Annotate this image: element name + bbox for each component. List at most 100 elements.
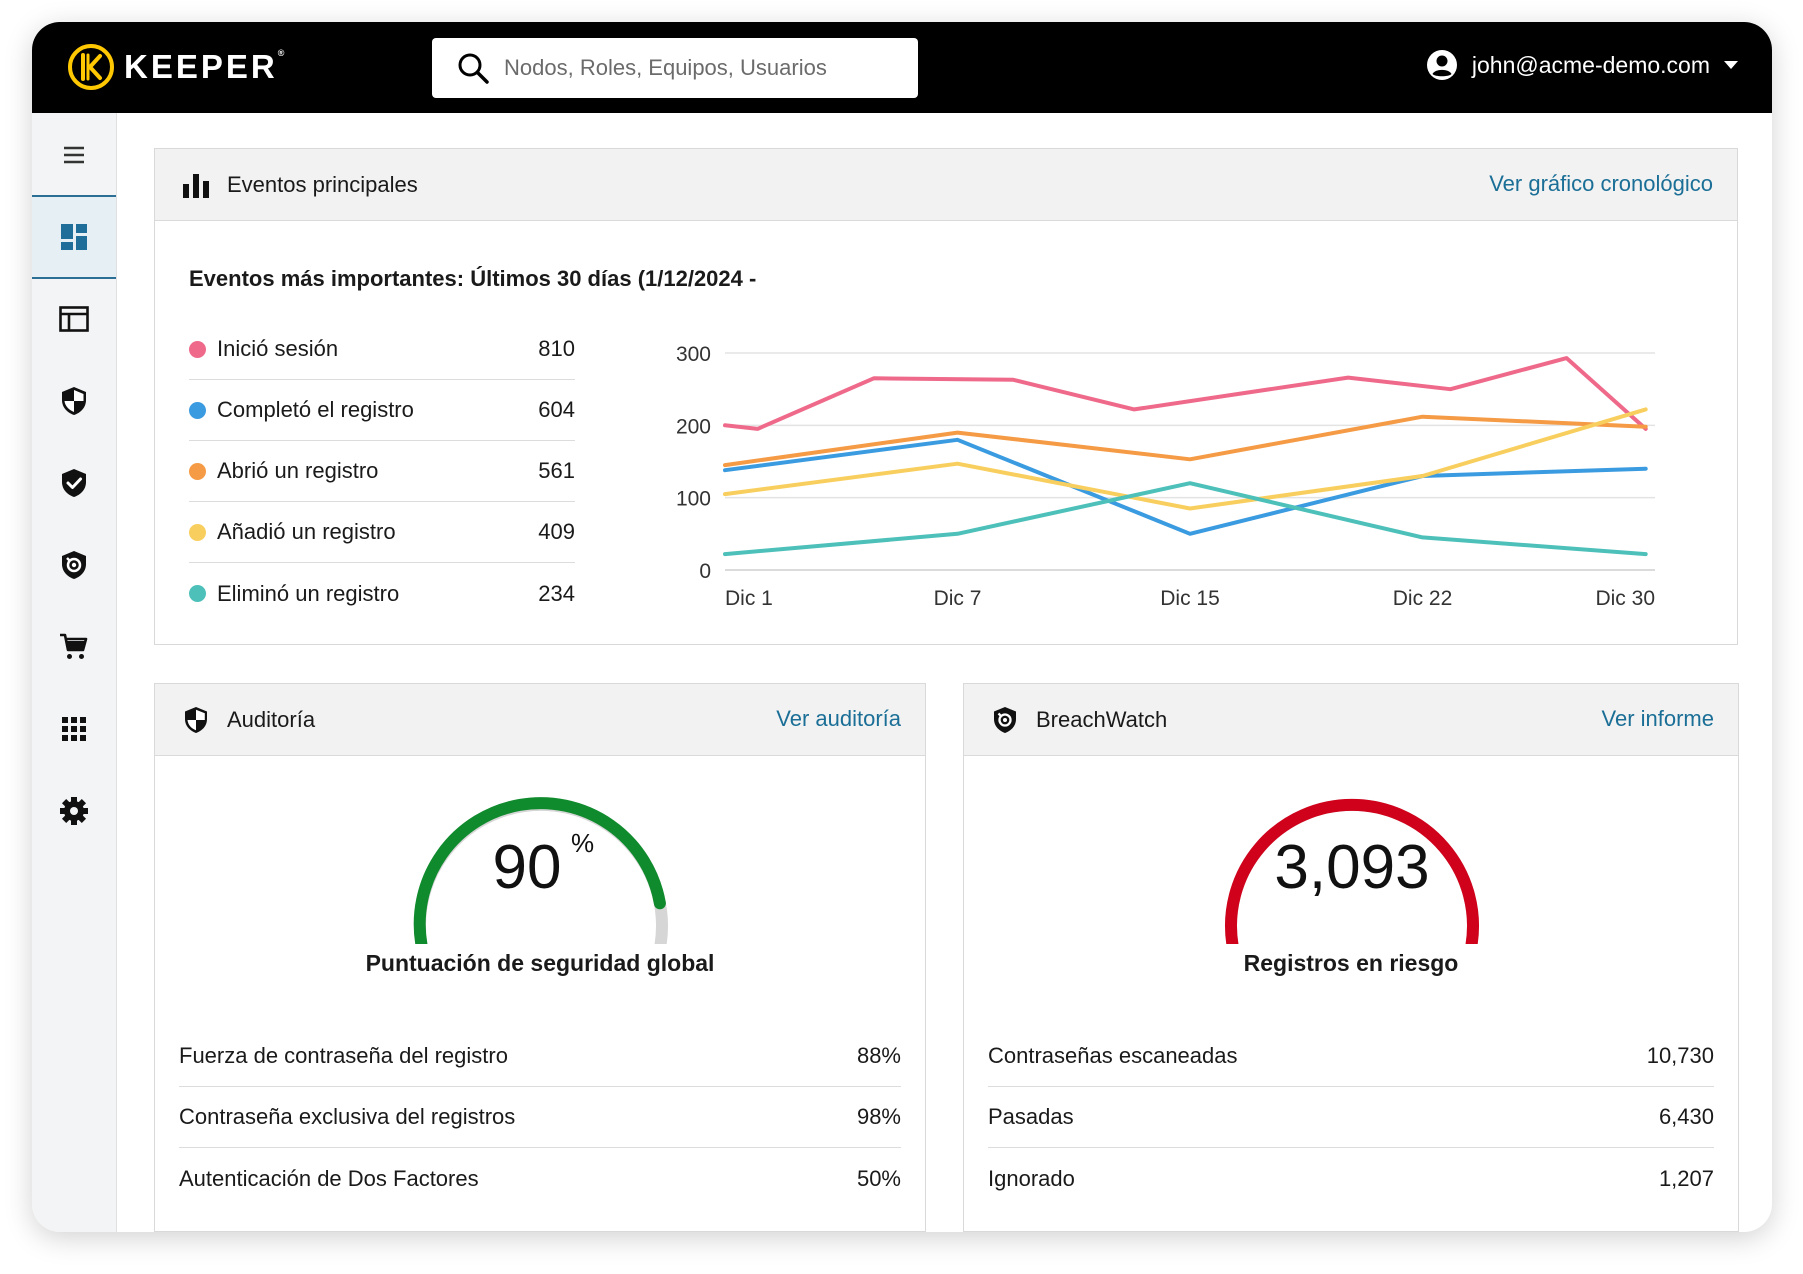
series-line [723,356,1648,431]
legend-dot [189,462,206,480]
x-tick-label: Dic 30 [1595,587,1655,610]
x-tick-label: Dic 15 [1160,587,1220,610]
stat-label: Contraseñas escaneadas [988,1043,1238,1068]
y-tick-label: 100 [676,488,711,511]
sidebar-item-security-audit[interactable] [32,359,116,443]
view-audit-link[interactable]: Ver auditoría [776,706,901,731]
legend-label: Eliminó un registro [217,580,400,606]
x-tick-label: Dic 22 [1393,587,1453,610]
legend-row: Añadió un registro 409 [189,502,575,563]
sidebar-item-dashboard[interactable] [32,195,116,279]
y-tick-label: 300 [676,343,711,366]
gauge-value: 90 [493,833,562,902]
breachwatch-title: BreachWatch [1036,706,1168,732]
gauge-fill [1225,798,1479,944]
stat-label: Fuerza de contraseña del registro [179,1043,508,1068]
sidebar-item-admin[interactable] [32,277,116,361]
legend-dot [189,401,206,419]
events-panel-header: Eventos principales Ver gráfico cronológ… [155,149,1737,221]
records-at-risk-gauge: 3,093 [1225,798,1479,944]
series-line [723,407,1648,511]
breachwatch-gauge-caption: Registros en riesgo [1243,950,1459,976]
keeper-logo-icon [68,44,114,90]
gauge-value: 3,093 [1274,833,1429,902]
gear-icon [60,797,88,825]
legend-row: Eliminó un registro 234 [189,563,575,624]
menu-icon [64,146,84,164]
legend-dot [189,523,206,541]
breachwatch-panel-header: BreachWatch Ver informe [964,684,1738,756]
legend-label: Abrió un registro [217,458,379,483]
legend-value: 409 [538,519,575,544]
legend-row: Abrió un registro 561 [189,441,575,502]
legend-label: Añadió un registro [217,519,396,544]
events-legend: Inició sesión 810 Completó el registro 6… [189,319,575,624]
stat-label: Pasadas [988,1104,1074,1129]
security-audit-shield-icon [185,706,207,733]
legend-value: 604 [538,397,575,422]
app-window: KEEPER® john@acme-demo.com [32,22,1772,1232]
legend-value: 234 [538,580,575,606]
stat-row: Fuerza de contraseña del registro 88% [179,1026,901,1087]
bar-chart-icon [183,173,209,198]
gauge-fill [413,797,666,944]
audit-gauge-caption: Puntuación de seguridad global [365,950,715,976]
top-bar: KEEPER® john@acme-demo.com [32,22,1772,113]
stat-value: 1,207 [1658,1165,1714,1191]
y-tick-label: 0 [699,560,711,583]
stat-row: Contraseñas escaneadas 10,730 [988,1026,1714,1087]
stat-value: 98% [856,1104,901,1129]
legend-row: Completó el registro 604 [189,380,575,441]
audit-panel: Auditoría Ver auditoría 90% Puntuación d… [154,683,926,1232]
stat-value: 10,730 [1646,1043,1714,1068]
audit-title: Auditoría [227,706,316,732]
sidebar-item-compliance[interactable] [32,441,116,525]
account-icon [1426,50,1457,80]
user-menu[interactable]: john@acme-demo.com [1426,49,1738,81]
stat-value: 6,430 [1658,1104,1714,1129]
search-box[interactable] [432,38,918,98]
brand-name: KEEPER® [124,48,285,85]
events-line-chart: 0 100 200 300 Dic 1 Dic 7 Dic 15 Dic 22 Dic 30 [676,343,1655,610]
stat-value: 88% [856,1043,901,1068]
admin-console-icon [59,306,89,332]
legend-row: Inició sesión 810 [189,319,575,380]
breachwatch-shield-icon [62,551,86,579]
audit-panel-header: Auditoría Ver auditoría [155,684,925,756]
audit-stats: Fuerza de contraseña del registro 88% Co… [179,1026,901,1209]
legend-dot [189,585,206,602]
view-report-link[interactable]: Ver informe [1601,706,1715,731]
view-timeline-link[interactable]: Ver gráfico cronológico [1489,171,1713,196]
series-line [723,481,1648,557]
stat-label: Contraseña exclusiva del registros [179,1104,516,1129]
stat-value: 50% [856,1165,901,1191]
legend-value: 561 [538,458,575,483]
events-subtitle: Eventos más importantes: Últimos 30 días… [189,266,757,291]
stat-row: Pasadas 6,430 [988,1087,1714,1148]
gauge-unit: % [571,828,594,858]
stat-row: Contraseña exclusiva del registros 98% [179,1087,901,1148]
sidebar-item-apps[interactable] [32,687,116,771]
x-tick-label: Dic 1 [725,587,773,610]
series-line [723,437,1648,536]
search-icon [458,53,489,84]
security-audit-shield-icon [62,387,86,415]
events-title: Eventos principales [227,171,418,197]
x-tick-label: Dic 7 [934,587,982,610]
y-tick-label: 200 [676,415,711,438]
sidebar [32,113,117,1232]
stat-label: Ignorado [988,1165,1075,1191]
legend-value: 810 [538,336,575,361]
stat-label: Autenticación de Dos Factores [179,1165,479,1191]
sidebar-item-settings[interactable] [32,769,116,853]
dashboard-icon [61,224,87,250]
compliance-check-shield-icon [62,469,86,497]
sidebar-item-store[interactable] [32,605,116,689]
events-panel: Eventos principales Ver gráfico cronológ… [154,148,1738,645]
breachwatch-panel: BreachWatch Ver informe 3,093 Registros … [963,683,1739,1232]
search-input[interactable] [504,55,904,81]
stat-row: Ignorado 1,207 [988,1148,1714,1209]
sidebar-menu-toggle[interactable] [32,113,116,197]
keeper-logo[interactable]: KEEPER® [68,44,284,90]
sidebar-item-breachwatch[interactable] [32,523,116,607]
